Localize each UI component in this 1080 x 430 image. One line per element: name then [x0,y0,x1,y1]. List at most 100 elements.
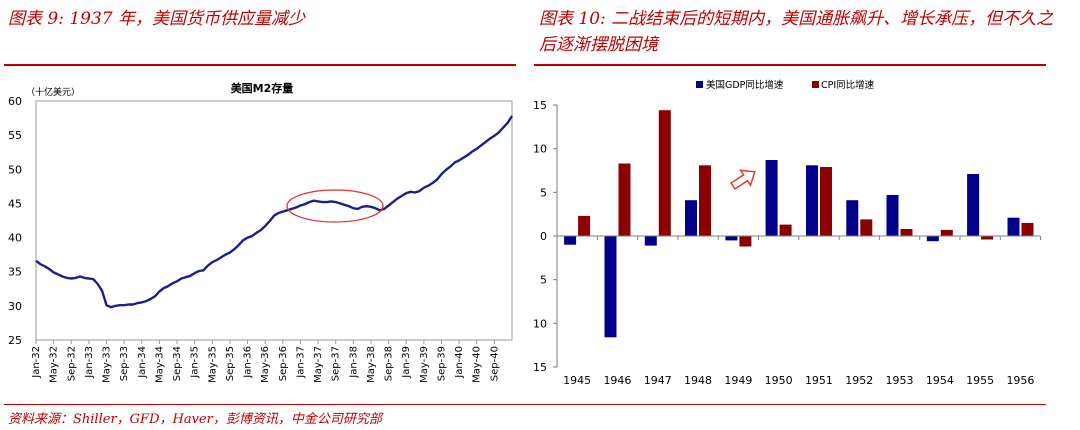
bar-x-tick-label: 1952 [845,374,873,387]
gdp-bar [604,236,617,338]
m2-x-tick-label: Jan-38 [348,346,359,379]
bar-x-tick-label: 1950 [765,374,793,387]
gdp-bar [926,236,939,242]
bar-x-tick-label: 1955 [966,374,994,387]
gdp-bar [725,236,738,241]
m2-y-tick-label: 55 [8,129,22,142]
m2-chart-title: 美国M2存量 [231,81,294,95]
cpi-bar [981,236,994,240]
bar-x-axis: 1945 1946 1947 1948 1949 1950 1951 1952 1953 1954… [563,374,1034,387]
m2-x-tick-label: Jan-37 [295,346,306,379]
cpi-bar [739,236,752,247]
bar-x-tick-label: 1947 [644,374,672,387]
gdp-bar [685,200,697,236]
hollow-arrow-icon [730,169,756,190]
m2-x-tick-label: May-35 [207,346,218,383]
cpi-bar [618,163,631,236]
footer-rule [4,404,1046,405]
gdp-bar [806,165,818,236]
m2-line-chart: 美国M2存量 （十亿美元） 60 55 50 45 40 35 30 25 Jan-32 May… [8,81,514,383]
legend-gdp-swatch [696,81,703,88]
m2-x-tick-label: May-39 [419,346,430,383]
right-heading-rule [534,64,1046,66]
bar-y-tick-label: 5 [540,274,547,287]
gdp-cpi-bar-chart: 15 10 5 0 5 10 15 1945 1946 1947 1948 1949 1950 1951… [533,79,1042,387]
bar-y-axis: 15 10 5 0 5 10 15 [533,99,557,374]
m2-y-tick-label: 45 [8,197,22,210]
cpi-bar [658,110,671,236]
m2-y-tick-label: 25 [8,334,22,347]
m2-decline-highlight-ellipse [286,189,384,223]
m2-x-tick-label: Sep-35 [225,346,236,381]
m2-x-tick-label: Sep-34 [172,346,183,381]
cpi-bar [699,165,711,236]
m2-x-tick-label: Jan-32 [31,346,42,379]
bar-x-tick-label: 1948 [684,374,712,387]
m2-x-tick-label: Sep-32 [66,346,77,381]
cpi-bar [820,167,832,236]
m2-y-tick-label: 50 [8,163,22,176]
bar-y-tick-label: 10 [533,317,547,330]
legend-cpi-label: CPI同比增速 [821,79,875,91]
gdp-bar [886,195,899,236]
m2-x-tick-label: Jan-40 [454,346,465,379]
m2-x-tick-label: May-34 [154,346,165,383]
legend-cpi-swatch [812,81,819,88]
m2-plot-area [35,100,513,341]
m2-x-tick-label: Sep-39 [436,346,447,381]
m2-x-tick-label: May-38 [366,346,377,383]
gdp-bar [846,200,859,236]
cpi-bar [940,229,953,236]
bar-x-tick-label: 1945 [563,374,591,387]
bar-x-tick-label: 1949 [724,374,752,387]
m2-x-tick-label: Jan-39 [401,346,412,379]
m2-unit-label: （十亿美元） [26,86,80,98]
bar-y-tick-label: 15 [533,361,547,374]
m2-x-tick-label: Sep-38 [384,346,395,381]
cpi-bar [860,219,873,236]
m2-x-tick-label: May-37 [313,346,324,383]
cpi-bar [1021,222,1034,236]
gdp-bar [765,160,778,236]
m2-x-tick-label: Jan-36 [243,346,254,379]
m2-y-tick-label: 60 [8,95,22,108]
m2-y-axis: 60 55 50 45 40 35 30 25 [8,95,22,347]
m2-x-axis: Jan-32 May-32 Sep-32 Jan-33 May-33 Sep-33 Jan-… [31,340,500,383]
bar-x-tick-label: 1946 [603,374,631,387]
bar-marks [564,110,1034,338]
m2-x-tick-label: Sep-36 [278,346,289,381]
m2-x-tick-label: May-33 [102,346,113,383]
m2-x-tick-label: Jan-34 [137,346,148,379]
right-chart-heading: 图表 10: 二战结束后的短期内，美国通胀飙升、增长承压，但不久之后逐渐摆脱困境 [539,9,1054,55]
gdp-bar [967,174,980,236]
cpi-bar [900,229,913,236]
bar-zero-ticks [556,236,1042,240]
gdp-bar [644,236,657,246]
m2-y-tick-label: 35 [8,266,22,279]
m2-x-tick-label: Jan-35 [190,346,201,379]
bar-y-tick-label: 0 [540,230,547,243]
cpi-bar [779,224,792,236]
bar-legend: 美国GDP同比增速 CPI同比增速 [696,79,875,91]
gdp-bar [1007,217,1020,236]
m2-x-tick-label: May-32 [49,346,60,383]
bar-x-tick-label: 1953 [886,374,914,387]
bar-x-tick-label: 1951 [805,374,833,387]
gdp-bar [564,236,577,245]
m2-x-tick-label: Sep-40 [489,346,500,381]
m2-x-tick-label: Sep-33 [119,346,130,381]
m2-series-line [35,115,514,309]
m2-x-tick-label: Sep-37 [331,346,342,381]
m2-x-tick-label: May-36 [260,346,271,383]
cpi-bar [578,215,591,236]
legend-gdp-label: 美国GDP同比增速 [706,79,784,91]
source-note: 资料来源：Shiller，GFD，Haver，彭博资讯，中金公司研究部 [8,412,382,427]
m2-y-tick-label: 30 [8,300,22,313]
bar-y-tick-label: 5 [540,186,547,199]
m2-y-tick-label: 40 [8,232,22,245]
m2-x-tick-label: May-40 [472,346,483,383]
left-chart-heading: 图表 9: 1937 年，美国货币供应量减少 [8,9,306,29]
bar-x-tick-label: 1954 [926,374,954,387]
bar-x-tick-label: 1956 [1006,374,1034,387]
